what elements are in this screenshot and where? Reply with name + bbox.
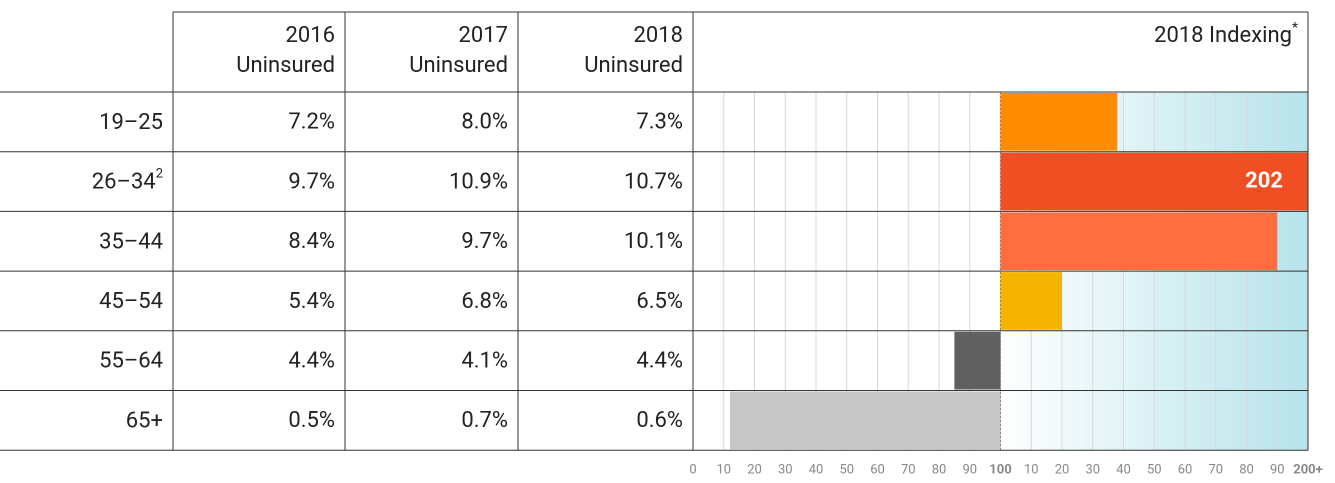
title-note: * — [1292, 20, 1298, 36]
row-label-text: 65+ — [126, 408, 163, 433]
row-label-note: 2 — [156, 167, 163, 182]
chart-title: 2018 Indexing* — [1154, 20, 1298, 48]
bar — [954, 331, 1001, 390]
bar — [1000, 272, 1062, 330]
bar — [1000, 152, 1308, 211]
cell: 7.3% — [636, 110, 683, 135]
row-label-text: 45–54 — [99, 289, 163, 314]
cell: 4.4% — [288, 348, 335, 373]
x-tick-label: 60 — [870, 462, 885, 477]
x-tick-label: 50 — [1147, 462, 1162, 477]
row-label: 65+ — [126, 408, 163, 433]
column-header: 2018 — [634, 23, 683, 48]
column-header: Uninsured — [409, 53, 508, 78]
x-tick-label: 90 — [962, 462, 977, 477]
cell: 10.9% — [449, 169, 508, 194]
row-label: 26–342 — [92, 167, 163, 194]
cell: 0.5% — [288, 408, 335, 433]
x-tick-label: 10 — [716, 462, 731, 477]
cell: 4.4% — [636, 348, 683, 373]
cell: 10.1% — [624, 229, 683, 254]
row-label: 45–54 — [99, 289, 163, 314]
bar — [1000, 93, 1118, 151]
cell: 10.7% — [624, 169, 683, 194]
x-tick-label: 30 — [778, 462, 793, 477]
cell: 6.5% — [636, 289, 683, 314]
bars — [729, 93, 1308, 450]
cell: 0.7% — [461, 408, 508, 433]
x-tick-label: 40 — [1116, 462, 1131, 477]
x-tick-label: 90 — [1270, 462, 1285, 477]
x-tick-label: 80 — [932, 462, 947, 477]
cell: 9.7% — [288, 169, 335, 194]
bar — [729, 391, 1001, 450]
cell: 5.4% — [288, 289, 335, 314]
cell: 9.7% — [461, 229, 508, 254]
x-tick-label: 50 — [839, 462, 854, 477]
row-label-text: 26–34 — [92, 169, 156, 194]
x-tick-label: 70 — [901, 462, 916, 477]
x-tick-label: 30 — [1085, 462, 1100, 477]
row-label-text: 35–44 — [99, 229, 163, 254]
x-tick-label: 200+ — [1293, 462, 1322, 477]
cell: 6.8% — [461, 289, 508, 314]
column-header: Uninsured — [236, 53, 335, 78]
cell: 4.1% — [461, 348, 508, 373]
title-text: 2018 Indexing — [1154, 23, 1292, 48]
x-tick-label: 60 — [1178, 462, 1193, 477]
x-tick-label: 20 — [747, 462, 762, 477]
x-tick-label: 0 — [689, 462, 696, 477]
bar — [1000, 212, 1278, 271]
x-tick-label: 10 — [1024, 462, 1039, 477]
cell: 0.6% — [636, 408, 683, 433]
column-header: 2017 — [459, 23, 508, 48]
x-tick-label: 70 — [1208, 462, 1223, 477]
row-label: 19–25 — [99, 110, 163, 135]
x-tick-label: 20 — [1055, 462, 1070, 477]
bar-value-label: 202 — [1245, 168, 1283, 193]
row-label-text: 55–64 — [99, 348, 163, 373]
row-label-text: 19–25 — [99, 110, 163, 135]
x-tick-label: 40 — [809, 462, 824, 477]
cell: 8.0% — [461, 110, 508, 135]
column-header: 2016 — [286, 23, 335, 48]
column-header: Uninsured — [584, 53, 683, 78]
x-tick-label: 80 — [1239, 462, 1254, 477]
row-label: 55–64 — [99, 348, 163, 373]
row-label: 35–44 — [99, 229, 163, 254]
x-tick-label: 100 — [989, 462, 1011, 477]
cell: 7.2% — [288, 110, 335, 135]
cell: 8.4% — [288, 229, 335, 254]
